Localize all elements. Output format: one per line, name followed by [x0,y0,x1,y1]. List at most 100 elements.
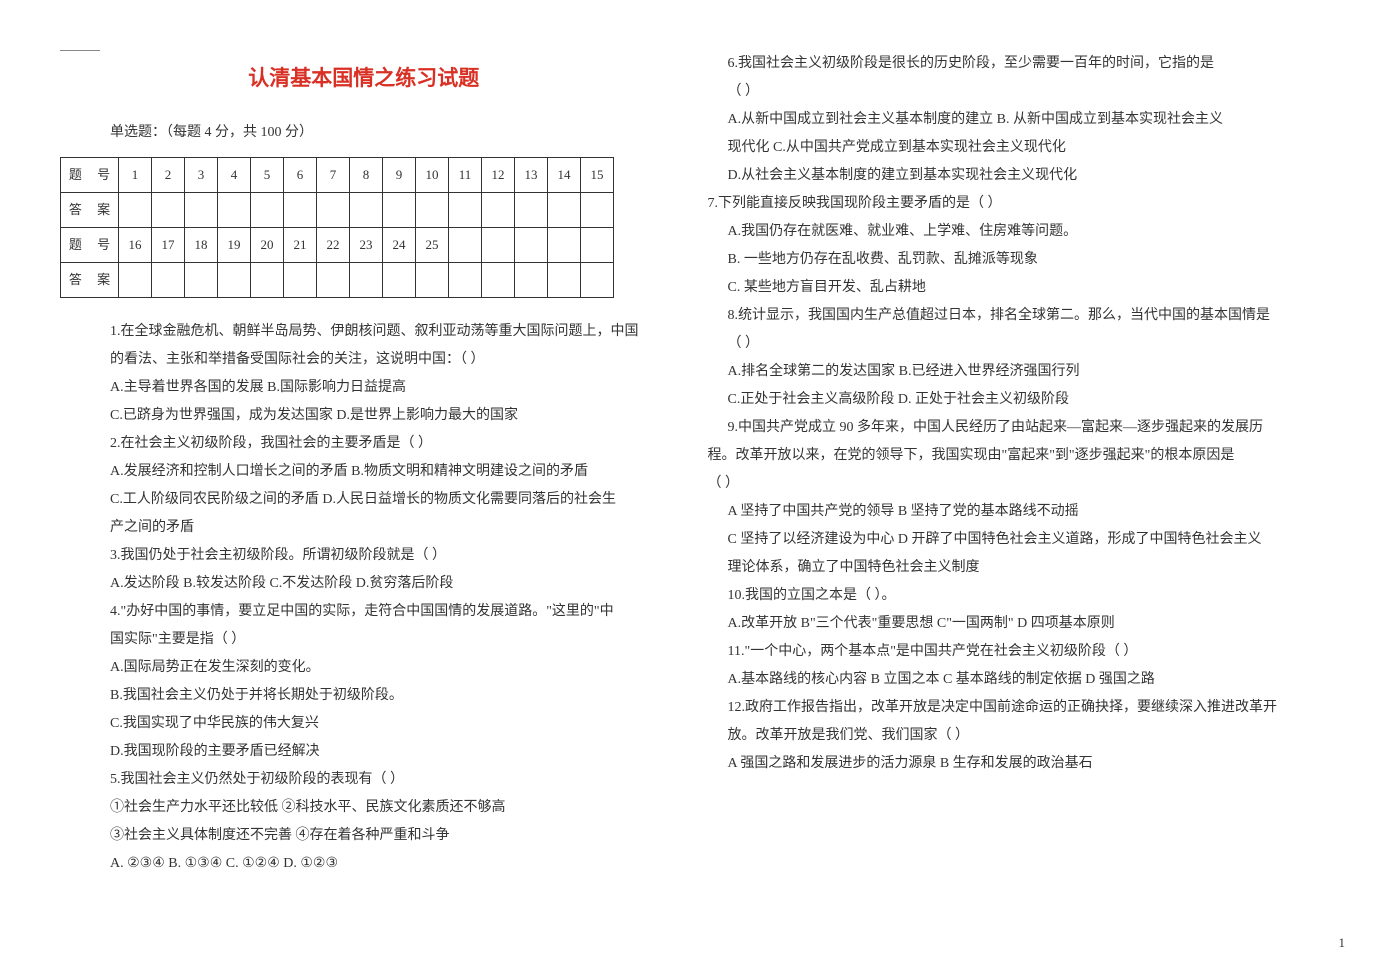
doc-title: 认清基本国情之练习试题 [60,57,668,99]
question-line: 国实际"主要是指（ ） [110,626,668,654]
answer-cell[interactable] [284,193,317,228]
answer-cell[interactable] [449,193,482,228]
answer-grid-table: 题 号 1 2 3 4 5 6 7 8 9 10 11 12 13 14 15 … [60,157,614,298]
answer-cell[interactable] [482,193,515,228]
question-line: 11."一个中心，两个基本点"是中国共产党在社会主义初级阶段（ ） [728,638,1316,666]
answer-cell[interactable] [317,263,350,298]
question-line: 放。改革开放是我们党、我们国家（ ） [728,722,1316,750]
answer-cell[interactable] [218,263,251,298]
question-line: A. ②③④ B. ①③④ C. ①②④ D. ①②③ [110,850,668,878]
answer-cell[interactable] [383,193,416,228]
grid-cell: 22 [317,228,350,263]
grid-cell: 7 [317,158,350,193]
grid-cell: 24 [383,228,416,263]
answer-cell[interactable] [185,263,218,298]
question-line: （ ） [728,330,1316,358]
question-line: C 坚持了以经济建设为中心 D 开辟了中国特色社会主义道路，形成了中国特色社会主… [728,526,1316,554]
answer-cell[interactable] [416,263,449,298]
grid-cell: 8 [350,158,383,193]
answer-cell[interactable] [185,193,218,228]
question-line: A 强国之路和发展进步的活力源泉 B 生存和发展的政治基石 [728,750,1316,778]
grid-row-num-2: 题 号 16 17 18 19 20 21 22 23 24 25 [61,228,614,263]
grid-cell [548,228,581,263]
question-line: D.从社会主义基本制度的建立到基本实现社会主义现代化 [728,162,1316,190]
question-line: A.发达阶段 B.较发达阶段 C.不发达阶段 D.贫穷落后阶段 [110,570,668,598]
right-questions: 6.我国社会主义初级阶段是很长的历史阶段，至少需要一百年的时间，它指的是（ ）A… [728,50,1316,778]
grid-cell: 19 [218,228,251,263]
question-line: B. 一些地方仍存在乱收费、乱罚款、乱摊派等现象 [728,246,1316,274]
question-line: 6.我国社会主义初级阶段是很长的历史阶段，至少需要一百年的时间，它指的是 [728,50,1316,78]
question-line: A.改革开放 B"三个代表"重要思想 C"一国两制" D 四项基本原则 [728,610,1316,638]
question-line: C.工人阶级同农民阶级之间的矛盾 D.人民日益增长的物质文化需要同落后的社会生 [110,486,668,514]
answer-cell[interactable] [548,193,581,228]
grid-cell: 13 [515,158,548,193]
grid-cell: 15 [581,158,614,193]
answer-cell[interactable] [218,193,251,228]
question-line: （ ） [708,470,1316,498]
answer-cell[interactable] [119,193,152,228]
answer-cell[interactable] [581,193,614,228]
answer-cell[interactable] [416,193,449,228]
grid-cell: 25 [416,228,449,263]
answer-cell[interactable] [350,193,383,228]
question-line: 9.中国共产党成立 90 多年来，中国人民经历了由站起来—富起来—逐步强起来的发… [728,414,1316,442]
grid-cell: 11 [449,158,482,193]
question-line: A.基本路线的核心内容 B 立国之本 C 基本路线的制定依据 D 强国之路 [728,666,1316,694]
answer-cell[interactable] [317,193,350,228]
grid-cell: 14 [548,158,581,193]
answer-cell[interactable] [383,263,416,298]
answer-cell[interactable] [548,263,581,298]
question-line: C. 某些地方盲目开发、乱占耕地 [728,274,1316,302]
answer-cell[interactable] [350,263,383,298]
question-line: 3.我国仍处于社会主初级阶段。所谓初级阶段就是（ ） [110,542,668,570]
question-line: A.从新中国成立到社会主义基本制度的建立 B. 从新中国成立到基本实现社会主义 [728,106,1316,134]
question-line: 12.政府工作报告指出，改革开放是决定中国前途命运的正确抉择，要继续深入推进改革… [728,694,1316,722]
question-line: 现代化 C.从中国共产党成立到基本实现社会主义现代化 [728,134,1316,162]
question-line: 产之间的矛盾 [110,514,668,542]
document-wrapper: 认清基本国情之练习试题 单选题：（每题 4 分，共 100 分） 题 号 1 2… [60,50,1315,878]
grid-cell: 23 [350,228,383,263]
doc-subtitle: 单选题：（每题 4 分，共 100 分） [110,119,668,147]
question-line: （ ） [728,78,1316,106]
question-line: 程。改革开放以来，在党的领导下，我国实现由"富起来"到"逐步强起来"的根本原因是 [708,442,1316,470]
grid-row-ans-2: 答 案 [61,263,614,298]
grid-cell: 6 [284,158,317,193]
answer-cell[interactable] [581,263,614,298]
answer-cell[interactable] [515,263,548,298]
question-line: C.正处于社会主义高级阶段 D. 正处于社会主义初级阶段 [728,386,1316,414]
answer-cell[interactable] [119,263,152,298]
answer-cell[interactable] [251,193,284,228]
grid-cell: 17 [152,228,185,263]
grid-cell [581,228,614,263]
grid-cell: 9 [383,158,416,193]
question-line: A.排名全球第二的发达国家 B.已经进入世界经济强国行列 [728,358,1316,386]
grid-cell: 10 [416,158,449,193]
answer-cell[interactable] [515,193,548,228]
question-line: C.已跻身为世界强国，成为发达国家 D.是世界上影响力最大的国家 [110,402,668,430]
grid-cell [482,228,515,263]
grid-cell: 5 [251,158,284,193]
answer-cell[interactable] [449,263,482,298]
grid-cell: 2 [152,158,185,193]
question-line: 1.在全球金融危机、朝鲜半岛局势、伊朗核问题、叙利亚动荡等重大国际问题上，中国 [110,318,668,346]
answer-cell[interactable] [482,263,515,298]
question-line: A.我国仍存在就医难、就业难、上学难、住房难等问题。 [728,218,1316,246]
grid-cell: 1 [119,158,152,193]
answer-cell[interactable] [251,263,284,298]
question-line: 理论体系，确立了中国特色社会主义制度 [728,554,1316,582]
row-label-num: 题 号 [61,158,119,193]
grid-cell: 16 [119,228,152,263]
right-column: 6.我国社会主义初级阶段是很长的历史阶段，至少需要一百年的时间，它指的是（ ）A… [708,50,1316,878]
answer-cell[interactable] [152,263,185,298]
grid-cell: 18 [185,228,218,263]
grid-row-num-1: 题 号 1 2 3 4 5 6 7 8 9 10 11 12 13 14 15 [61,158,614,193]
grid-row-ans-1: 答 案 [61,193,614,228]
question-line: B.我国社会主义仍处于并将长期处于初级阶段。 [110,682,668,710]
grid-cell: 3 [185,158,218,193]
grid-cell [515,228,548,263]
left-column: 认清基本国情之练习试题 单选题：（每题 4 分，共 100 分） 题 号 1 2… [60,50,668,878]
answer-cell[interactable] [284,263,317,298]
question-line: 10.我国的立国之本是（ ）。 [728,582,1316,610]
row-label-num: 题 号 [61,228,119,263]
answer-cell[interactable] [152,193,185,228]
